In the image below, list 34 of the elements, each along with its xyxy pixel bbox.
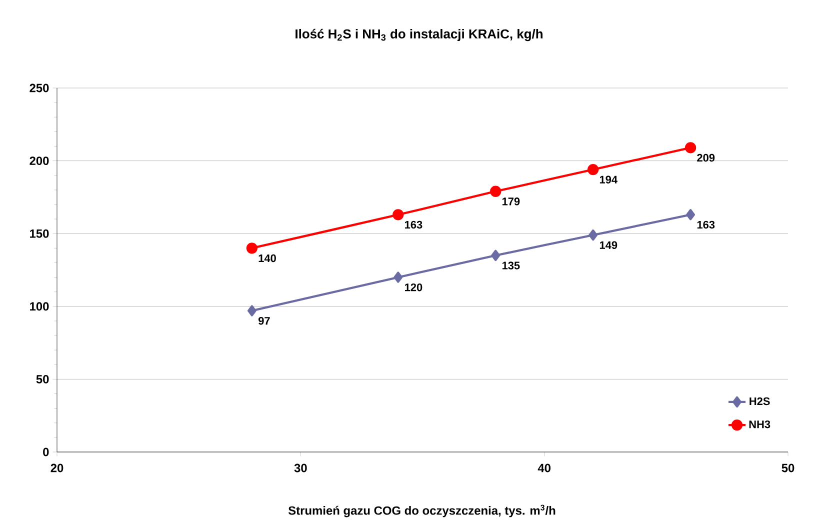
data-label: 120	[405, 283, 422, 292]
data-label: 97	[258, 316, 270, 325]
data-label: 163	[405, 220, 422, 229]
y-tick-label: 0	[43, 448, 49, 456]
chart-title: Ilość H$_{2}$S i NH$_{3}$ do instalacji KRAiC, kg/h	[296, 28, 542, 42]
point	[686, 209, 695, 220]
x-tick-label: 20	[50, 464, 64, 472]
data-label: 179	[502, 198, 520, 206]
point	[246, 242, 258, 254]
point	[392, 209, 404, 220]
data-label: 194	[600, 176, 618, 184]
x-tick-label: 40	[538, 464, 550, 472]
point	[684, 142, 696, 154]
point	[247, 305, 256, 316]
data-label: 135	[502, 262, 520, 270]
point	[490, 186, 502, 197]
y-tick-label: 150	[30, 229, 49, 238]
x-tick-label: 30	[294, 464, 307, 472]
y-tick-label: 100	[30, 302, 49, 311]
y-tick-label: 50	[36, 374, 49, 384]
point	[587, 164, 599, 176]
y-tick-label: 200	[30, 156, 49, 166]
x-tick-label: 50	[782, 464, 794, 472]
data-label: 163	[697, 220, 715, 229]
y-tick-label: 250	[30, 84, 49, 92]
data-label: 209	[697, 154, 715, 162]
point	[588, 229, 598, 241]
legend-label: NH3	[749, 420, 770, 428]
legend-label: H2S	[750, 397, 770, 406]
point	[491, 250, 500, 262]
data-label: 140	[258, 254, 276, 262]
point	[394, 272, 403, 283]
x-axis-title: Strumień gazu COG do oczyszczenia, tys. m$^{3}$/h	[288, 504, 556, 518]
data-label: 149	[600, 241, 618, 249]
